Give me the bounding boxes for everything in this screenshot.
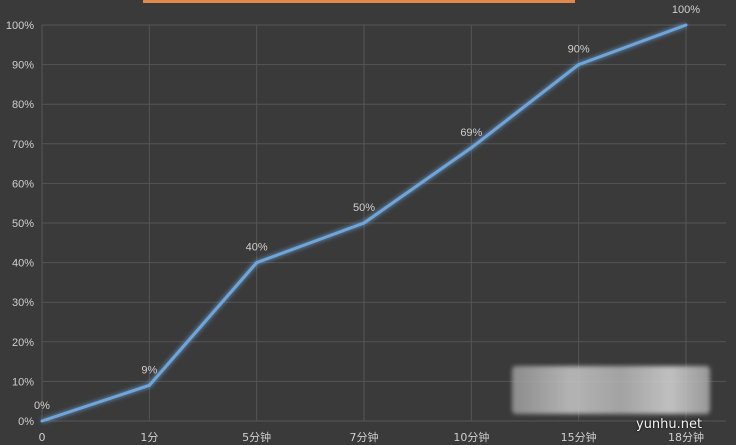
- y-tick-label: 90%: [12, 60, 34, 72]
- x-tick-label: 15分钟: [561, 430, 597, 444]
- y-tick-label: 0%: [18, 416, 34, 428]
- data-point: [40, 419, 44, 423]
- y-tick-label: 100%: [6, 20, 34, 32]
- data-labels: 0% 9% 40% 50% 69% 90% 100%: [34, 4, 700, 412]
- y-tick-label: 70%: [12, 139, 34, 151]
- data-label: 100%: [672, 4, 700, 16]
- data-point: [147, 383, 151, 387]
- y-tick-label: 50%: [12, 218, 34, 230]
- x-tick-label: 18分钟: [668, 430, 704, 444]
- data-label: 90%: [568, 44, 590, 56]
- data-point: [684, 23, 688, 27]
- y-tick-label: 60%: [12, 178, 34, 190]
- y-tick-label: 30%: [12, 297, 34, 309]
- x-axis-ticks: 0 1分 5分钟 7分钟 10分钟 15分钟 18分钟: [39, 430, 705, 444]
- x-tick-label: 5分钟: [242, 430, 271, 444]
- data-point: [362, 221, 366, 225]
- series-line-group: [40, 23, 688, 423]
- y-tick-label: 10%: [12, 376, 34, 388]
- data-label: 50%: [353, 202, 375, 214]
- x-tick-label: 0: [39, 431, 46, 444]
- y-axis-ticks: 0% 10% 20% 30% 40% 50% 60% 70% 80% 90% 100%: [6, 20, 34, 428]
- data-point: [255, 261, 259, 265]
- data-label: 0%: [34, 400, 50, 412]
- top-accent-bar: [143, 0, 575, 3]
- chart-grid: [41, 24, 726, 422]
- data-point: [577, 63, 581, 67]
- x-tick-label: 1分: [140, 431, 158, 444]
- x-tick-label: 10分钟: [453, 430, 489, 444]
- data-point: [469, 146, 473, 150]
- watermark-text: yunhu.net: [636, 417, 703, 432]
- data-label: 69%: [460, 127, 482, 139]
- blurred-watermark-overlay: [512, 366, 710, 414]
- x-tick-label: 7分钟: [350, 430, 379, 444]
- data-label: 9%: [141, 364, 157, 376]
- y-tick-label: 80%: [12, 99, 34, 111]
- data-label: 40%: [246, 242, 268, 254]
- y-tick-label: 20%: [12, 337, 34, 349]
- y-tick-label: 40%: [12, 258, 34, 270]
